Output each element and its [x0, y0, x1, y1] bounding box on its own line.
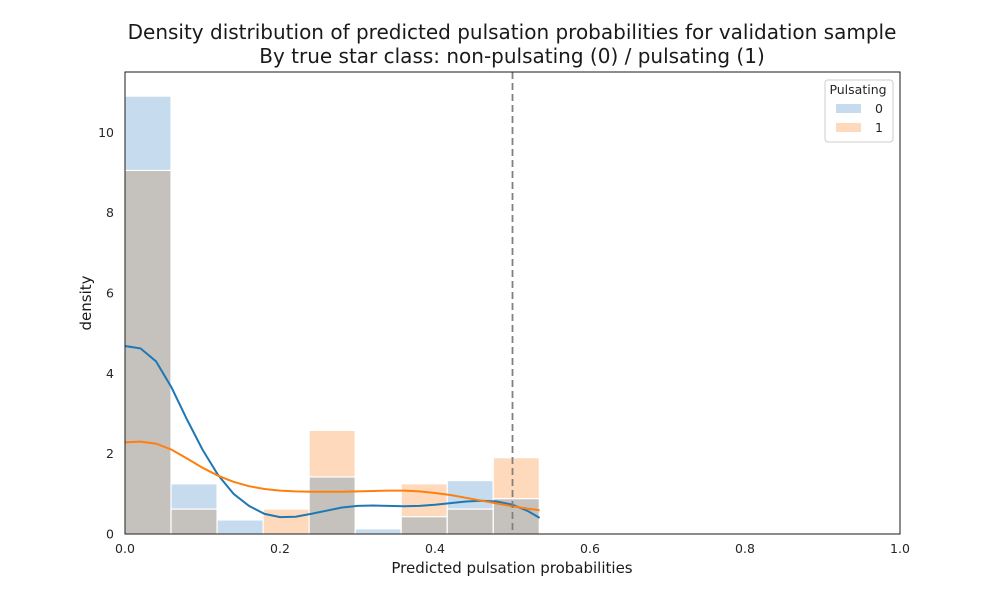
- histogram-bar-overlap: [308, 476, 356, 535]
- histogram-bar-overlap: [446, 508, 494, 535]
- y-tick-label: 2: [106, 446, 114, 461]
- legend-label-0: 0: [875, 101, 883, 116]
- x-tick-label: 0.6: [580, 541, 600, 556]
- x-tick-label: 0.2: [270, 541, 290, 556]
- y-tick-label: 4: [106, 366, 114, 381]
- x-tick-label: 0.8: [735, 541, 755, 556]
- x-axis-label: Predicted pulsation probabilities: [391, 559, 632, 577]
- y-axis-ticks: 0 2 4 6 8 10: [98, 125, 114, 542]
- legend-title: Pulsating: [829, 82, 886, 97]
- x-axis-ticks: 0.0 0.2 0.4 0.6 0.8 1.0: [115, 541, 910, 556]
- legend: Pulsating 0 1: [824, 79, 894, 143]
- histogram-bar-overlap: [124, 169, 172, 535]
- histogram-bar-overlap: [400, 516, 448, 535]
- kde-line-0: [124, 345, 541, 519]
- x-tick-label: 1.0: [890, 541, 910, 556]
- legend-label-1: 1: [875, 120, 883, 135]
- kde-curves: [124, 345, 541, 519]
- y-tick-label: 8: [106, 205, 114, 220]
- histogram-bars: [124, 95, 540, 535]
- x-tick-label: 0.0: [115, 541, 135, 556]
- kde-line-1: [124, 440, 540, 512]
- histogram-bar-overlap: [170, 508, 218, 535]
- chart-subtitle: By true star class: non-pulsating (0) / …: [259, 44, 765, 68]
- chart-title: Density distribution of predicted pulsat…: [128, 20, 897, 44]
- y-axis-label: density: [77, 275, 95, 330]
- legend-swatch-1: [836, 123, 861, 132]
- histogram-bar: [216, 519, 264, 535]
- legend-swatch-0: [836, 104, 861, 113]
- histogram-bar: [354, 528, 402, 535]
- histogram-bar: [262, 508, 310, 535]
- y-tick-label: 0: [106, 527, 114, 542]
- y-tick-label: 6: [106, 285, 114, 300]
- x-tick-label: 0.4: [425, 541, 445, 556]
- plot-frame: [124, 71, 901, 535]
- y-tick-label: 10: [98, 125, 114, 140]
